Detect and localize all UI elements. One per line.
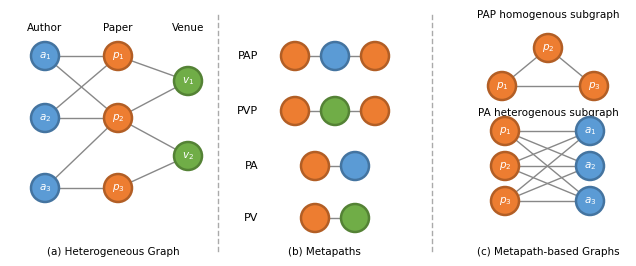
- Text: $p_2$: $p_2$: [542, 42, 554, 54]
- Circle shape: [341, 204, 369, 232]
- Circle shape: [301, 204, 329, 232]
- Circle shape: [31, 42, 59, 70]
- Text: $v_2$: $v_2$: [182, 150, 194, 162]
- Text: Author: Author: [27, 23, 62, 33]
- Text: $p_2$: $p_2$: [112, 112, 124, 124]
- Circle shape: [491, 117, 519, 145]
- Circle shape: [31, 174, 59, 202]
- Circle shape: [534, 34, 562, 62]
- Text: PAP: PAP: [238, 51, 258, 61]
- Text: $a_2$: $a_2$: [39, 112, 51, 124]
- Circle shape: [576, 152, 604, 180]
- Text: Paper: Paper: [103, 23, 133, 33]
- Circle shape: [321, 97, 349, 125]
- Text: $p_1$: $p_1$: [495, 80, 508, 92]
- Text: $p_1$: $p_1$: [112, 50, 124, 62]
- Text: $a_3$: $a_3$: [584, 195, 596, 207]
- Circle shape: [491, 152, 519, 180]
- Circle shape: [31, 104, 59, 132]
- Circle shape: [361, 97, 389, 125]
- Circle shape: [341, 152, 369, 180]
- Text: PVP: PVP: [237, 106, 258, 116]
- Circle shape: [104, 42, 132, 70]
- Circle shape: [281, 42, 309, 70]
- Text: $a_1$: $a_1$: [39, 50, 51, 62]
- Text: $p_3$: $p_3$: [588, 80, 600, 92]
- Text: $p_2$: $p_2$: [499, 160, 511, 172]
- Text: (b) Metapaths: (b) Metapaths: [287, 247, 361, 257]
- Circle shape: [576, 117, 604, 145]
- Circle shape: [361, 42, 389, 70]
- Text: $p_3$: $p_3$: [112, 182, 125, 194]
- Text: $a_1$: $a_1$: [584, 125, 596, 137]
- Text: PAP homogenous subgraph: PAP homogenous subgraph: [477, 10, 619, 20]
- Text: (a) Heterogeneous Graph: (a) Heterogeneous Graph: [46, 247, 179, 257]
- Circle shape: [104, 174, 132, 202]
- Text: $a_3$: $a_3$: [39, 182, 52, 194]
- Circle shape: [491, 187, 519, 215]
- Text: $a_2$: $a_2$: [584, 160, 596, 172]
- Circle shape: [174, 142, 202, 170]
- Circle shape: [488, 72, 516, 100]
- Circle shape: [281, 97, 309, 125]
- Circle shape: [104, 104, 132, 132]
- Text: (c) Metapath-based Graphs: (c) Metapath-based Graphs: [477, 247, 619, 257]
- Text: $p_3$: $p_3$: [499, 195, 511, 207]
- Circle shape: [321, 42, 349, 70]
- Circle shape: [301, 152, 329, 180]
- Circle shape: [580, 72, 608, 100]
- Text: PA heterogenous subgraph: PA heterogenous subgraph: [478, 108, 618, 118]
- Text: PV: PV: [244, 213, 258, 223]
- Text: $p_1$: $p_1$: [499, 125, 511, 137]
- Text: PA: PA: [244, 161, 258, 171]
- Text: $v_1$: $v_1$: [182, 75, 194, 87]
- Circle shape: [174, 67, 202, 95]
- Text: Venue: Venue: [172, 23, 204, 33]
- Circle shape: [576, 187, 604, 215]
